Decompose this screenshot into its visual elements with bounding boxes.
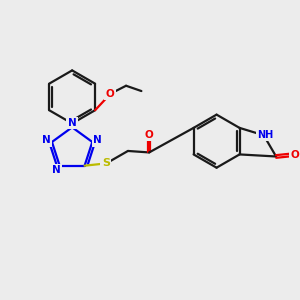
Text: N: N bbox=[68, 118, 76, 128]
Text: O: O bbox=[145, 130, 154, 140]
Text: NH: NH bbox=[257, 130, 273, 140]
Text: O: O bbox=[106, 89, 114, 99]
Text: N: N bbox=[42, 136, 51, 146]
Text: S: S bbox=[102, 158, 110, 168]
Text: O: O bbox=[290, 150, 299, 160]
Text: N: N bbox=[52, 165, 61, 175]
Text: N: N bbox=[93, 136, 102, 146]
